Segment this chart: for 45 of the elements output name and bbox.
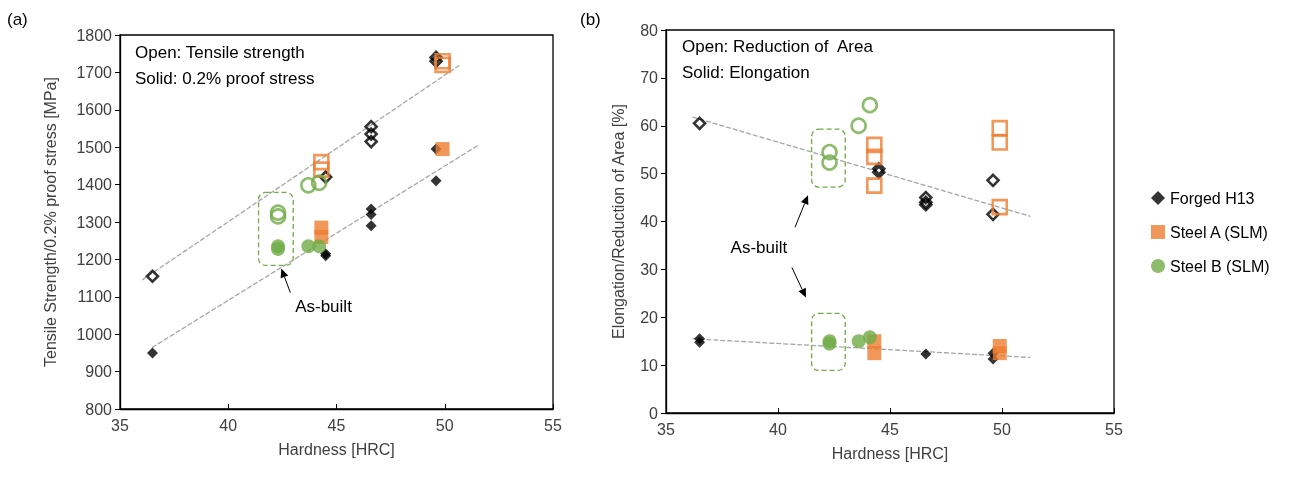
x-tick-label: 55 [1105,420,1123,438]
annotation: Open: Reduction of Area [682,37,874,56]
y-tick-label: 1600 [76,101,113,119]
y-tick-label: 1300 [76,213,113,231]
y-axis-title: Tensile Strength/0.2% proof stress [MPa] [41,77,59,367]
x-tick-label: 35 [111,416,129,434]
y-tick-label: 800 [85,400,113,418]
chart-title: (a) [7,10,28,29]
y-tick-label: 1000 [76,325,113,343]
x-tick-label: 35 [657,420,675,438]
y-tick-label: 50 [640,165,659,183]
y-tick-label: 1100 [77,288,113,306]
y-tick-label: 1400 [76,176,113,194]
y-tick-label: 70 [640,69,659,87]
chart-title: (b) [580,10,601,29]
annotation: Open: Tensile strength [135,43,305,62]
x-tick-label: 55 [544,416,562,434]
annotation: Solid: Elongation [682,63,810,82]
annotation: As-built [295,297,353,317]
legend-label: Steel B (SLM) [1170,257,1270,275]
y-tick-label: 30 [640,260,659,278]
x-axis-title: Hardness [HRC] [831,444,949,462]
y-tick-label: 0 [649,404,659,422]
y-tick-label: 1800 [76,26,113,44]
y-tick-label: 60 [640,117,659,135]
x-tick-label: 50 [993,420,1011,438]
x-axis-title: Hardness [HRC] [278,440,395,458]
x-tick-label: 50 [435,416,454,434]
y-tick-label: 1200 [76,250,113,268]
y-tick-label: 80 [640,21,659,39]
x-tick-label: 45 [327,416,346,434]
y-tick-label: 40 [640,213,659,230]
legend-label: Forged H13 [1170,189,1255,207]
y-tick-label: 1700 [76,63,113,81]
x-tick-label: 40 [219,416,238,434]
y-axis-title: Elongation/Reduction of Area [%] [609,104,627,339]
legend-label: Steel A (SLM) [1170,223,1268,241]
y-tick-label: 10 [640,356,659,374]
annotation: Solid: 0.2% proof stress [135,69,315,88]
x-tick-label: 40 [769,420,787,438]
x-tick-label: 45 [881,420,899,438]
annotation: As-built [730,237,788,257]
y-tick-label: 20 [640,308,659,326]
y-tick-label: 1500 [76,138,113,156]
y-tick-label: 900 [85,363,113,381]
